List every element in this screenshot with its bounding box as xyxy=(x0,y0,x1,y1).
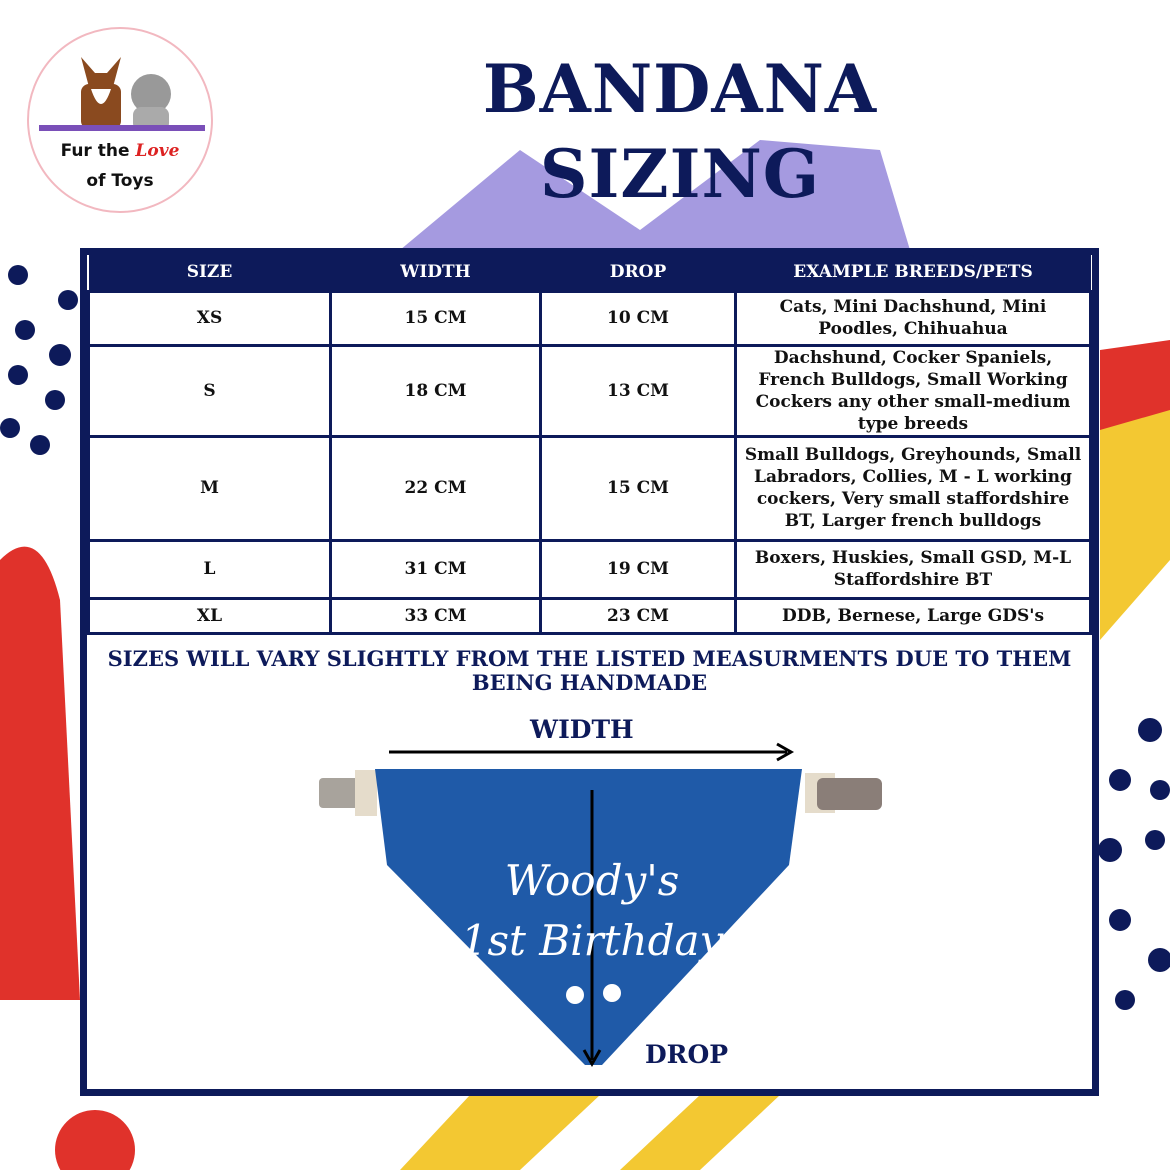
drop-cell: 23 CM xyxy=(539,596,737,635)
width-cell: 18 CM xyxy=(329,343,542,438)
drop-label: DROP xyxy=(645,1040,729,1069)
table-row: S 18 CM 13 CM Dachshund, Cocker Spaniels, F… xyxy=(87,343,1092,438)
size-cell: S xyxy=(87,343,332,438)
page-title-line1: BANDANA xyxy=(482,50,878,128)
dog-and-cat-illustration xyxy=(39,57,205,131)
size-cell: M xyxy=(87,434,332,542)
bandana-text-line2: 1st Birthday xyxy=(461,916,725,965)
size-cell: L xyxy=(87,538,332,600)
size-cell: XS xyxy=(87,289,332,347)
bandana-shape xyxy=(375,769,802,1065)
width-cell: 15 CM xyxy=(329,289,542,347)
drop-cell: 15 CM xyxy=(539,434,737,542)
drop-cell: 10 CM xyxy=(539,289,737,347)
brand-logo: Fur the Love of Toys xyxy=(27,27,213,213)
breeds-cell: Dachshund, Cocker Spaniels, French Bulld… xyxy=(734,343,1092,438)
drop-cell: 19 CM xyxy=(539,538,737,600)
table-row: XL 33 CM 23 CM DDB, Bernese, Large GDS's xyxy=(87,596,1092,635)
page-title-line2: SIZING xyxy=(539,135,821,213)
width-cell: 22 CM xyxy=(329,434,542,542)
logo-text-line2: of Toys xyxy=(86,171,154,191)
width-cell: 31 CM xyxy=(329,538,542,600)
width-label: WIDTH xyxy=(530,715,634,744)
handmade-note: SIZES WILL VARY SLIGHTLY FROM THE LISTED… xyxy=(107,646,1072,695)
breeds-cell: Small Bulldogs, Greyhounds, Small Labrad… xyxy=(734,434,1092,542)
breeds-cell: Boxers, Huskies, Small GSD, M-L Stafford… xyxy=(734,538,1092,600)
table-row: XS 15 CM 10 CM Cats, Mini Dachshund, Mini P… xyxy=(87,289,1092,347)
sizing-table: SIZE WIDTH DROP EXAMPLE BREEDS/PETS XS 15… xyxy=(87,255,1092,635)
paw-prints-icon xyxy=(566,984,621,1004)
logo-text-line1: Fur the Love xyxy=(60,141,180,161)
size-cell: XL xyxy=(87,596,332,635)
table-header-row: SIZE WIDTH DROP EXAMPLE BREEDS/PETS xyxy=(88,255,1091,291)
breeds-cell: DDB, Bernese, Large GDS's xyxy=(734,596,1092,635)
width-cell: 33 CM xyxy=(329,596,542,635)
column-header: SIZE xyxy=(88,255,331,291)
drop-cell: 13 CM xyxy=(539,343,737,438)
buckle-left-icon xyxy=(319,770,377,816)
bandana-diagram: Woody's 1st Birthday xyxy=(319,742,882,1068)
column-header: EXAMPLE BREEDS/PETS xyxy=(735,255,1091,291)
table-row: L 31 CM 19 CM Boxers, Huskies, Small GSD, M… xyxy=(87,538,1092,600)
table-row: M 22 CM 15 CM Small Bulldogs, Greyhounds, S… xyxy=(87,434,1092,542)
sizing-card: SIZE WIDTH DROP EXAMPLE BREEDS/PETS XS 15… xyxy=(80,248,1099,1096)
column-header: DROP xyxy=(540,255,736,291)
bandana-text-line1: Woody's xyxy=(505,856,680,905)
column-header: WIDTH xyxy=(330,255,541,291)
buckle-right-icon xyxy=(805,773,882,813)
breeds-cell: Cats, Mini Dachshund, Mini Poodles, Chih… xyxy=(734,289,1092,347)
